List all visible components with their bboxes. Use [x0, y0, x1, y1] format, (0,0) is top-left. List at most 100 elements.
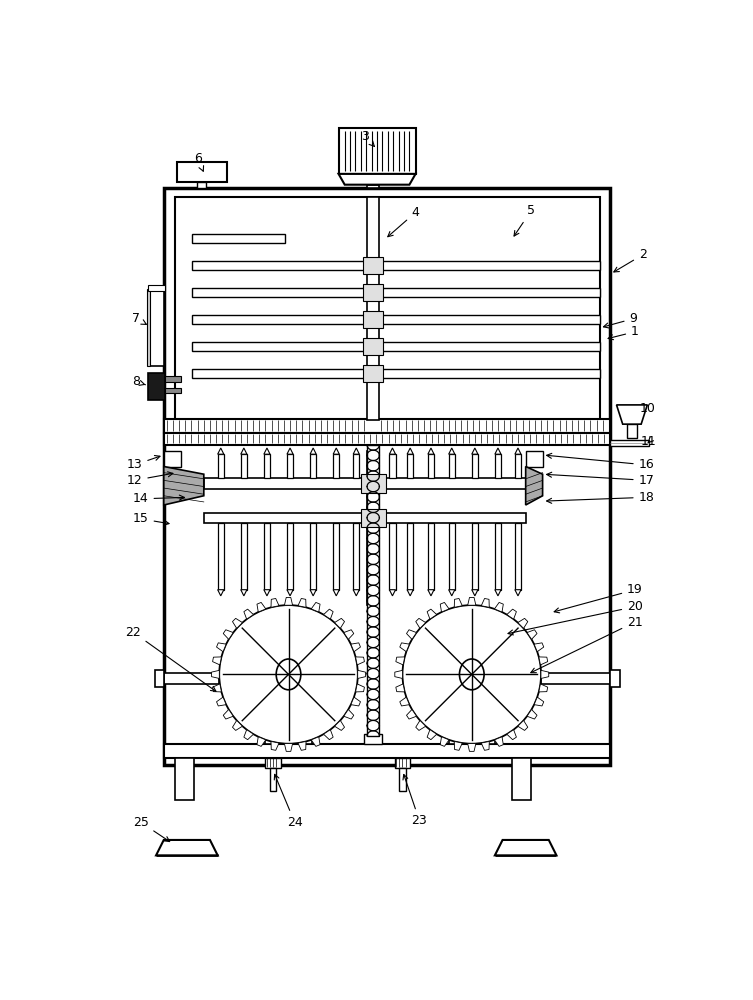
- Text: 19: 19: [554, 583, 643, 613]
- Polygon shape: [449, 590, 455, 596]
- Text: 16: 16: [547, 453, 654, 471]
- Text: 3: 3: [361, 130, 374, 146]
- Bar: [218, 454, 224, 478]
- Polygon shape: [264, 448, 270, 454]
- Bar: [472, 454, 478, 478]
- Polygon shape: [527, 630, 537, 639]
- Bar: [449, 730, 495, 744]
- Polygon shape: [310, 590, 316, 596]
- Polygon shape: [311, 737, 320, 746]
- Polygon shape: [358, 670, 365, 678]
- Polygon shape: [389, 590, 395, 596]
- Bar: [192, 261, 367, 270]
- Polygon shape: [351, 697, 361, 706]
- Polygon shape: [472, 590, 478, 596]
- Polygon shape: [285, 744, 293, 751]
- Polygon shape: [218, 448, 224, 454]
- Bar: [395, 758, 410, 768]
- Polygon shape: [223, 709, 233, 719]
- Polygon shape: [617, 405, 648, 424]
- Polygon shape: [515, 448, 521, 454]
- Polygon shape: [495, 448, 501, 454]
- Polygon shape: [355, 684, 364, 692]
- Polygon shape: [481, 598, 489, 607]
- Bar: [495, 454, 501, 478]
- Text: 23: 23: [403, 774, 427, 827]
- Polygon shape: [428, 448, 434, 454]
- Polygon shape: [233, 720, 242, 730]
- Bar: [380, 478, 526, 489]
- Polygon shape: [333, 590, 340, 596]
- Polygon shape: [541, 670, 549, 678]
- Bar: [192, 369, 367, 378]
- Bar: [218, 523, 224, 590]
- Polygon shape: [507, 609, 517, 619]
- Polygon shape: [416, 720, 425, 730]
- Polygon shape: [389, 448, 395, 454]
- Bar: [264, 523, 270, 590]
- Bar: [333, 454, 340, 478]
- Text: 6: 6: [194, 152, 203, 171]
- Ellipse shape: [459, 659, 484, 690]
- Bar: [449, 523, 455, 590]
- Text: 25: 25: [133, 816, 169, 842]
- Bar: [380, 513, 526, 523]
- Polygon shape: [407, 448, 413, 454]
- Bar: [512, 758, 531, 800]
- Polygon shape: [507, 730, 517, 740]
- Polygon shape: [223, 630, 233, 639]
- Ellipse shape: [276, 659, 301, 690]
- Polygon shape: [400, 643, 410, 652]
- Polygon shape: [427, 730, 437, 740]
- Polygon shape: [233, 618, 242, 628]
- Bar: [363, 257, 383, 274]
- Polygon shape: [539, 657, 547, 665]
- Polygon shape: [355, 657, 364, 665]
- Text: 21: 21: [531, 616, 643, 673]
- Bar: [150, 289, 163, 366]
- Bar: [380, 369, 599, 378]
- Bar: [515, 454, 521, 478]
- Circle shape: [219, 605, 358, 744]
- Bar: [166, 376, 181, 382]
- Polygon shape: [285, 597, 293, 605]
- Bar: [389, 454, 395, 478]
- Bar: [611, 440, 649, 446]
- Bar: [339, 128, 416, 174]
- Bar: [264, 454, 270, 478]
- Text: 15: 15: [133, 512, 169, 525]
- Polygon shape: [427, 609, 437, 619]
- Bar: [389, 523, 395, 590]
- Bar: [541, 673, 611, 684]
- Bar: [270, 768, 276, 791]
- Bar: [163, 451, 181, 466]
- Polygon shape: [527, 709, 537, 719]
- Bar: [627, 424, 636, 438]
- Polygon shape: [271, 598, 279, 607]
- Bar: [611, 670, 620, 687]
- Polygon shape: [407, 630, 416, 639]
- Bar: [197, 182, 206, 188]
- Text: 8: 8: [132, 375, 145, 388]
- Polygon shape: [416, 618, 425, 628]
- Text: 7: 7: [132, 312, 146, 325]
- Text: 12: 12: [127, 472, 173, 487]
- Polygon shape: [339, 174, 416, 185]
- Text: 20: 20: [508, 600, 643, 635]
- Bar: [265, 730, 312, 744]
- Bar: [163, 433, 611, 445]
- Polygon shape: [163, 466, 204, 505]
- Polygon shape: [395, 670, 403, 678]
- Text: 14: 14: [133, 492, 184, 505]
- Bar: [495, 523, 501, 590]
- Polygon shape: [495, 590, 501, 596]
- Polygon shape: [311, 602, 320, 612]
- Text: 17: 17: [547, 472, 654, 487]
- Polygon shape: [212, 684, 221, 692]
- Polygon shape: [441, 602, 449, 612]
- Polygon shape: [400, 697, 410, 706]
- Polygon shape: [441, 737, 449, 746]
- Text: 4: 4: [388, 206, 419, 237]
- Bar: [163, 419, 611, 433]
- Bar: [367, 445, 380, 736]
